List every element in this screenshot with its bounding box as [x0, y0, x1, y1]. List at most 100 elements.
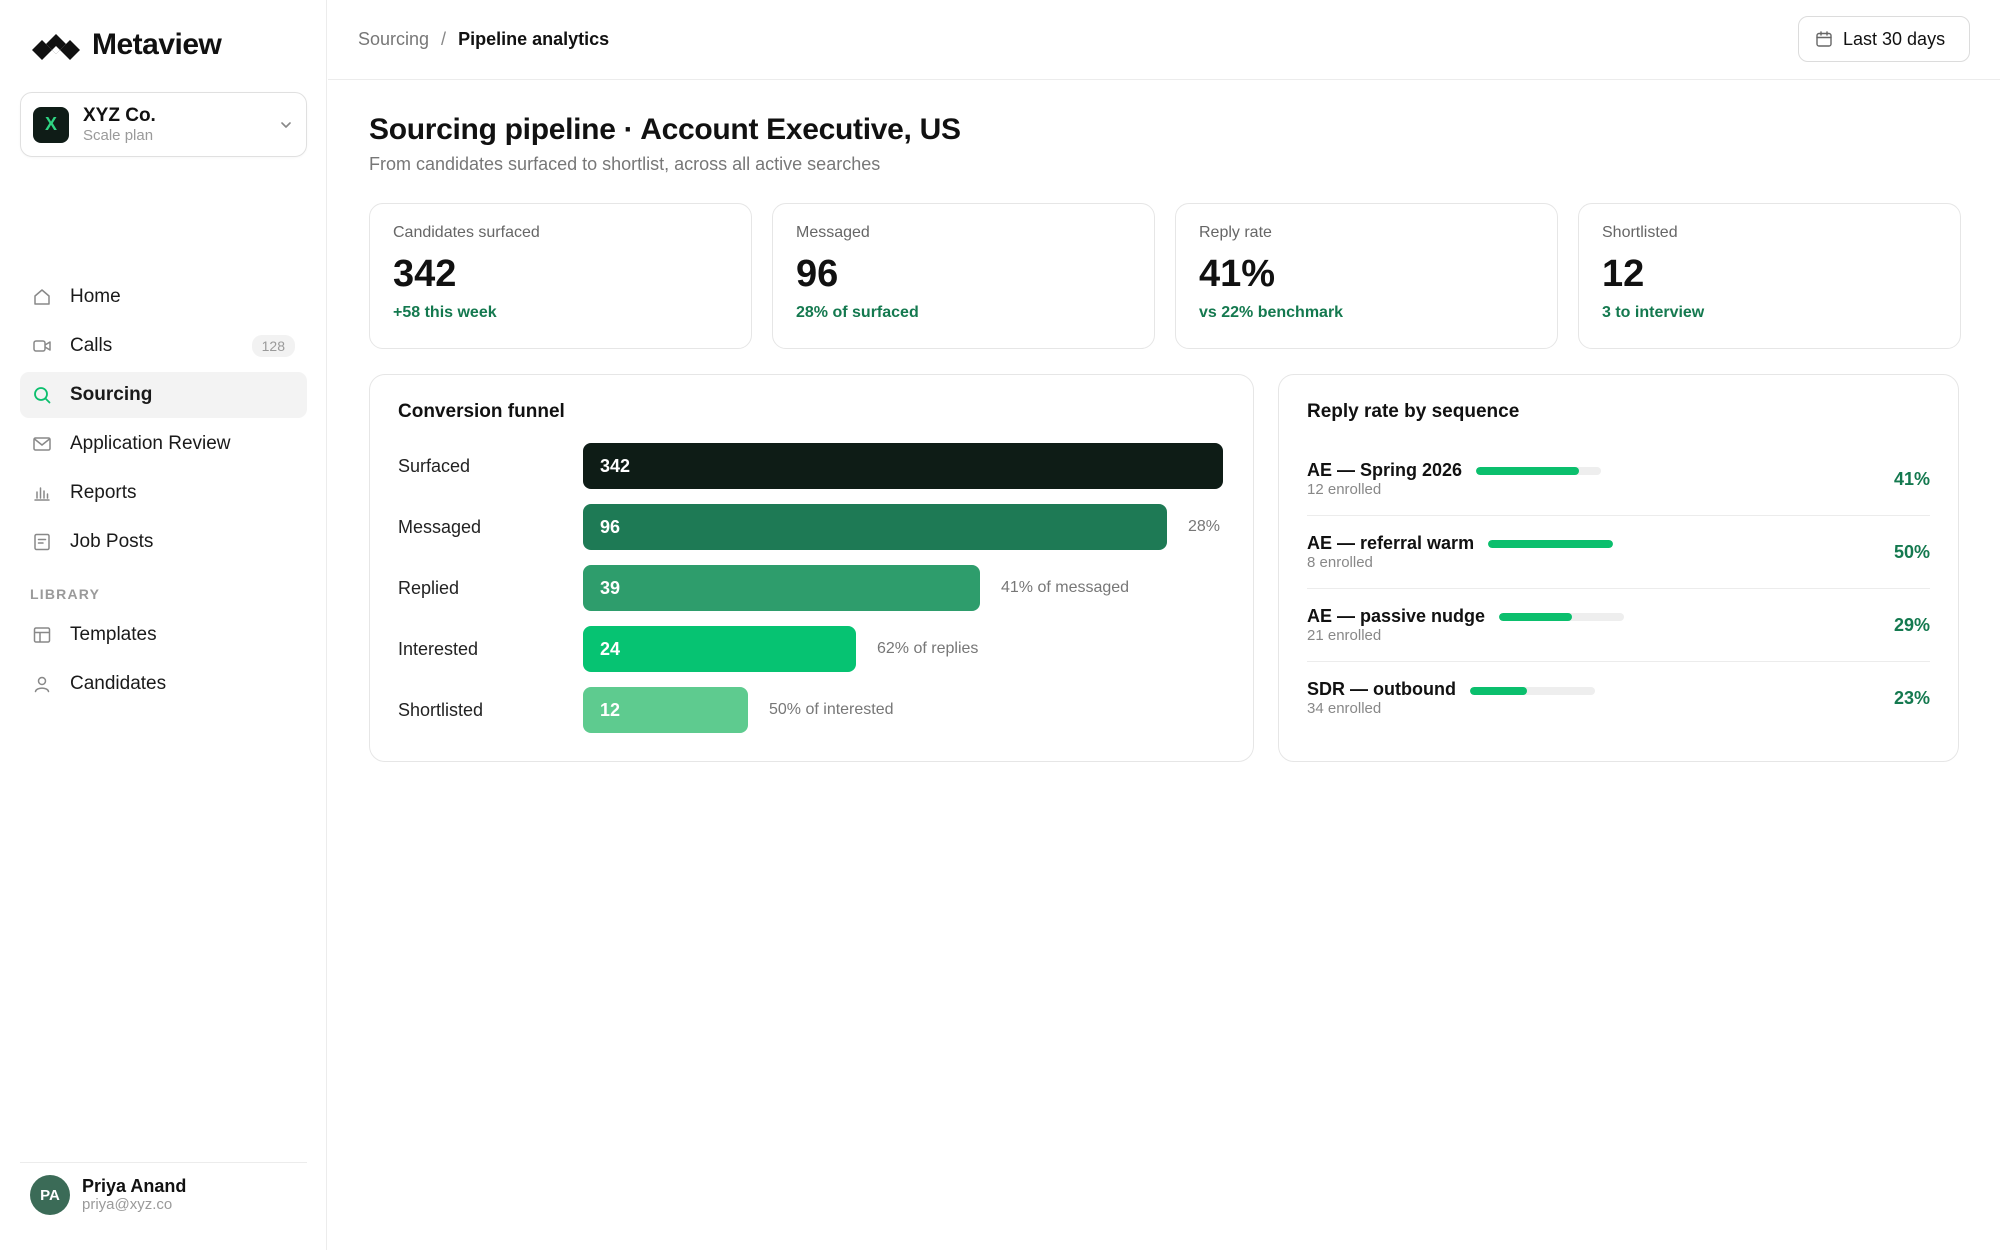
workspace-avatar: X: [33, 106, 69, 143]
funnel-bar: 24: [583, 626, 856, 672]
card-title: Reply rate by sequence: [1307, 401, 1520, 422]
sequence-row[interactable]: SDR — outbound 34 enrolled 23%: [1307, 662, 1930, 735]
stat-value: 342: [393, 253, 457, 295]
nav-label: Home: [70, 286, 121, 307]
main-nav: Home Calls 128 Sourcing Application Revi…: [20, 274, 307, 710]
template-icon: [32, 625, 52, 645]
stat-delta: +58 this week: [393, 304, 497, 321]
funnel-conversion-note: 50% of interested: [769, 701, 894, 718]
stat-delta: vs 22% benchmark: [1199, 304, 1344, 321]
reply-rate-bar-fill: [1476, 467, 1579, 475]
conversion-funnel-card: Conversion funnel Surfaced 342 Messaged 96 2…: [369, 374, 1254, 762]
logo[interactable]: Metaview: [30, 28, 222, 62]
search-icon: [32, 385, 52, 405]
date-range-button[interactable]: Last 30 days: [1798, 16, 1970, 62]
nav-label: Application Review: [70, 433, 231, 454]
stat-card-reply-rate: Reply rate 41% vs 22% benchmark: [1175, 203, 1558, 349]
funnel-bar-value: 342: [600, 455, 631, 476]
video-icon: [32, 336, 52, 356]
document-icon: [32, 532, 52, 552]
bar-chart-icon: [32, 483, 52, 503]
metaview-logo-icon: [32, 34, 80, 60]
funnel-bar-value: 39: [600, 577, 621, 598]
funnel-bar: 96: [583, 504, 1167, 550]
sequence-row[interactable]: AE — referral warm 8 enrolled 50%: [1307, 516, 1930, 589]
reply-rate-value: 41%: [1893, 468, 1930, 489]
sequence-text: AE — passive nudge 21 enrolled: [1307, 606, 1485, 645]
funnel-conversion-note: 41% of messaged: [1001, 579, 1130, 596]
reply-rate-bar-fill: [1499, 613, 1572, 621]
breadcrumb-sourcing[interactable]: Sourcing: [358, 29, 430, 49]
funnel-row: Surfaced 342: [398, 443, 1228, 489]
nav-item-calls[interactable]: Calls 128: [20, 323, 307, 369]
stat-cards: Candidates surfaced 342 +58 this week Me…: [369, 203, 1961, 349]
person-icon: [32, 674, 52, 694]
workspace-name: XYZ Co.: [83, 104, 156, 126]
sequence-name: AE — referral warm: [1307, 532, 1475, 553]
nav-label: Job Posts: [70, 531, 154, 552]
stat-delta: 28% of surfaced: [796, 304, 919, 321]
workspace-switcher[interactable]: X XYZ Co. Scale plan: [20, 92, 307, 157]
stat-card-surfaced: Candidates surfaced 342 +58 this week: [369, 203, 752, 349]
nav-item-reports[interactable]: Reports: [20, 470, 307, 516]
sequence-name: SDR — outbound: [1307, 679, 1456, 699]
funnel-stage-label: Interested: [398, 638, 479, 659]
sequence-row[interactable]: AE — passive nudge 21 enrolled 29%: [1307, 589, 1930, 662]
funnel-bar-value: 24: [600, 638, 621, 659]
reply-rate-value: 29%: [1893, 614, 1930, 635]
breadcrumb-current: Pipeline analytics: [458, 29, 610, 49]
sequence-row[interactable]: AE — Spring 2026 12 enrolled 41%: [1307, 443, 1930, 516]
reply-rate-bar-fill: [1488, 540, 1614, 548]
nav-label: Sourcing: [70, 384, 153, 405]
user-profile[interactable]: PA Priya Anand priya@xyz.co: [20, 1162, 307, 1215]
nav-label: Calls: [70, 335, 113, 356]
calendar-icon: [1816, 31, 1832, 47]
reply-rate-bar: [1476, 467, 1602, 475]
reply-rate-bar: [1488, 540, 1614, 548]
user-email: priya@xyz.co: [82, 1196, 173, 1213]
nav-item-application-review[interactable]: Application Review: [20, 421, 307, 467]
sequence-name: AE — passive nudge: [1307, 605, 1486, 626]
funnel-stage-label: Surfaced: [398, 455, 471, 476]
funnel-stage-label: Messaged: [398, 516, 482, 537]
chevron-down-icon: [281, 121, 291, 128]
breadcrumb-separator: /: [441, 29, 447, 49]
stat-value: 96: [796, 253, 839, 295]
stat-delta: 3 to interview: [1602, 304, 1705, 321]
home-icon: [32, 287, 52, 307]
funnel-row: Interested 24 62% of replies: [398, 626, 1228, 672]
nav-label: Candidates: [70, 673, 167, 694]
calls-count-badge: 128: [251, 335, 295, 357]
stat-label: Candidates surfaced: [393, 224, 540, 241]
page-title: Sourcing pipeline · Account Executive, U…: [369, 113, 961, 146]
card-title: Conversion funnel: [398, 401, 565, 422]
library-section-label: LIBRARY: [30, 586, 101, 602]
app-name: Metaview: [92, 28, 222, 61]
funnel-bar-value: 96: [600, 516, 621, 537]
date-range-label: Last 30 days: [1843, 28, 1946, 49]
page-subtitle: From candidates surfaced to shortlist, a…: [369, 154, 881, 174]
funnel-row: Replied 39 41% of messaged: [398, 565, 1228, 611]
nav-item-home[interactable]: Home: [20, 274, 307, 320]
sequence-text: AE — Spring 2026 12 enrolled: [1307, 460, 1462, 499]
stat-label: Reply rate: [1199, 224, 1272, 241]
funnel-stage-label: Replied: [398, 577, 460, 598]
reply-rate-bar: [1499, 613, 1625, 621]
reply-rate-value: 23%: [1893, 688, 1930, 708]
reply-rate-bar-fill: [1469, 686, 1528, 695]
stat-label: Shortlisted: [1602, 224, 1678, 241]
nav-item-candidates[interactable]: Candidates: [20, 661, 307, 707]
workspace-plan: Scale plan: [83, 126, 154, 144]
nav-item-sourcing[interactable]: Sourcing: [20, 372, 307, 418]
nav-item-job-posts[interactable]: Job Posts: [20, 519, 307, 565]
funnel-row: Shortlisted 12 50% of interested: [398, 687, 1228, 733]
nav-label: Reports: [70, 482, 137, 503]
stat-card-messaged: Messaged 96 28% of surfaced: [772, 203, 1155, 349]
nav-label: Templates: [70, 624, 157, 645]
funnel-stage-label: Shortlisted: [398, 699, 484, 720]
funnel-conversion-note: 62% of replies: [877, 640, 979, 657]
stat-value: 12: [1602, 253, 1645, 295]
stat-label: Messaged: [796, 224, 870, 241]
nav-item-templates[interactable]: Templates: [20, 612, 307, 658]
sequence-enrolled: 12 enrolled: [1307, 480, 1382, 498]
